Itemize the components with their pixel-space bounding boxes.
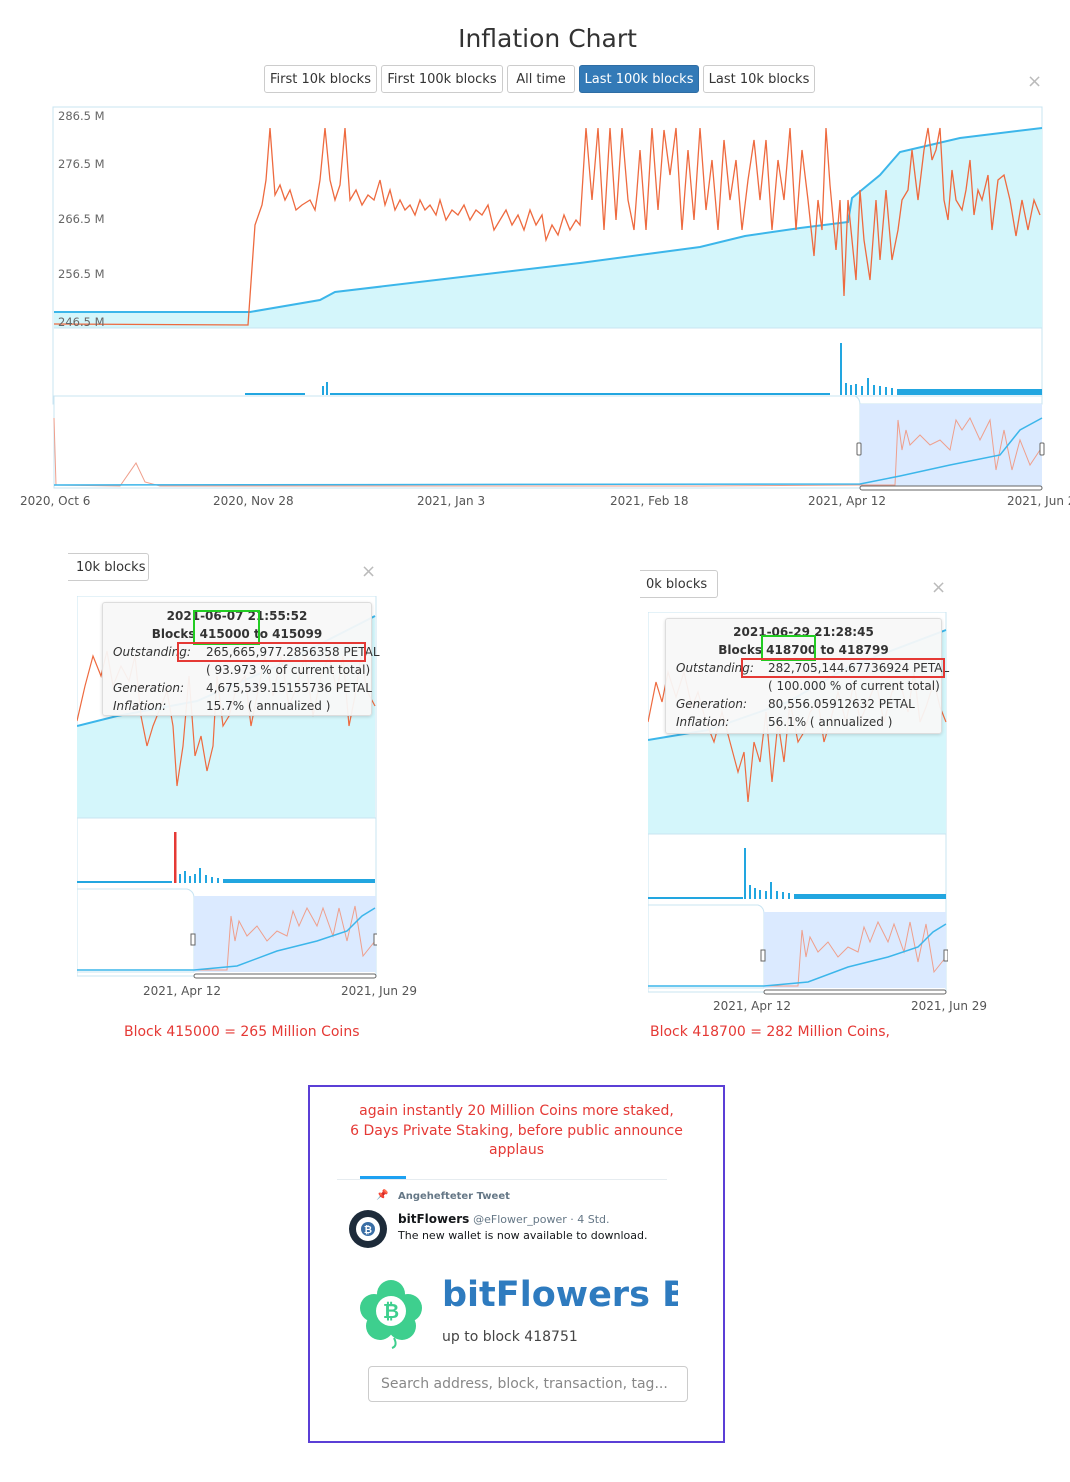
note-line: 6 Days Private Staking, before public an… — [350, 1123, 683, 1139]
bar — [873, 385, 875, 395]
y-tick: 276.5 M — [58, 157, 105, 171]
highlight-green-box — [761, 635, 816, 661]
y-tick: 286.5 M — [58, 109, 105, 123]
navigator-right-handle[interactable] — [1039, 442, 1045, 456]
navigator-scrollbar[interactable] — [763, 989, 947, 995]
highlight-red-box — [177, 642, 366, 662]
tab-indicator — [360, 1176, 406, 1179]
caption-left: Block 415000 = 265 Million Coins — [124, 1024, 360, 1040]
caption-right: Block 418700 = 282 Million Coins, — [650, 1024, 890, 1040]
note-line: applaus — [489, 1142, 544, 1158]
navigator-right-handle[interactable] — [943, 949, 948, 962]
x-tick: 2020, Oct 6 — [20, 494, 91, 508]
pin-icon: 📌 — [376, 1190, 389, 1201]
tooltip-inflation-label: Inflation: — [113, 699, 167, 713]
snapshot-left-button[interactable]: 10k blocks — [68, 553, 149, 581]
bar — [885, 387, 887, 395]
navigator-left-handle[interactable] — [856, 442, 862, 456]
first-100k-button[interactable]: First 100k blocks — [381, 65, 503, 93]
tooltip-inflation-value: 15.7% ( annualized ) — [206, 699, 331, 713]
x-tick: 2021, Jan 3 — [417, 494, 486, 508]
tooltip-blocks: Blocks 418700 to 418799 — [718, 643, 889, 657]
bar-baseline-2 — [330, 393, 830, 395]
navigator-left-handle[interactable] — [760, 949, 766, 962]
tweet-text: The new wallet is now available to downl… — [398, 1229, 648, 1242]
x-tick: 2021, Apr 12 — [143, 984, 222, 998]
svg-text:₿: ₿ — [383, 1299, 399, 1323]
tooltip-outstanding-label: Outstanding: — [113, 645, 191, 659]
x-tick: 2021, Jun 29 — [341, 984, 418, 998]
bar — [879, 386, 881, 395]
y-tick: 256.5 M — [58, 267, 105, 281]
supply-line — [54, 127, 1043, 313]
navigator-right-handle[interactable] — [373, 933, 377, 946]
close-icon[interactable]: × — [1027, 71, 1043, 92]
x-tick: 2021, Feb 18 — [610, 494, 689, 508]
bar — [326, 382, 328, 395]
tooltip-inflation-label: Inflation: — [676, 715, 730, 729]
tooltip-generation-value: 80,556.05912632 PETAL — [768, 697, 915, 711]
y-tick: 266.5 M — [58, 212, 105, 226]
brand-subtitle: up to block 418751 — [442, 1329, 578, 1345]
close-icon[interactable]: × — [931, 577, 947, 598]
main-chart-svg — [52, 106, 1045, 491]
navigator-scrollbar[interactable] — [859, 485, 1043, 491]
tooltip-generation-label: Generation: — [113, 681, 184, 695]
generation-bars — [245, 343, 1042, 395]
first-10k-button[interactable]: First 10k blocks — [264, 65, 377, 93]
bar-baseline-1 — [245, 393, 305, 395]
supply-area — [54, 128, 1042, 328]
bar — [867, 378, 869, 395]
highlight-red-box — [741, 658, 945, 678]
svg-text:₿: ₿ — [364, 1224, 372, 1236]
announcement-panel: again instantly 20 Million Coins more st… — [308, 1085, 725, 1443]
x-tick: 2021, Jun 29 — [911, 999, 988, 1013]
bar — [845, 383, 847, 395]
bar-spike — [840, 343, 842, 395]
tweet-name[interactable]: bitFlowers — [398, 1212, 470, 1226]
tooltip-pct: ( 93.973 % of current total) — [206, 663, 371, 677]
bar — [850, 385, 852, 395]
x-tick: 2020, Nov 28 — [213, 494, 294, 508]
chart-title: Inflation Chart — [458, 24, 637, 53]
tooltip-generation-label: Generation: — [676, 697, 747, 711]
tooltip-outstanding-value: 282,705,144.67736924 PETAL — [768, 661, 950, 675]
x-tick: 2021, Jun 2 — [1007, 494, 1070, 508]
inflation-line — [53, 127, 1041, 326]
note-line: again instantly 20 Million Coins more st… — [359, 1103, 674, 1119]
bar-highlight — [174, 832, 177, 883]
navigator-scrollbar[interactable] — [193, 973, 377, 979]
navigator[interactable] — [53, 395, 1045, 491]
last-100k-button[interactable]: Last 100k blocks — [579, 65, 699, 93]
flower-logo-icon: ₿ — [360, 1280, 422, 1349]
last-10k-button[interactable]: Last 10k blocks — [703, 65, 815, 93]
navigator-left-handle[interactable] — [190, 933, 196, 946]
y-tick: 246.5 M — [58, 315, 105, 329]
bar — [855, 384, 857, 395]
tweet-avatar[interactable]: ₿ — [348, 1209, 388, 1249]
all-time-button[interactable]: All time — [507, 65, 575, 93]
bar — [861, 386, 863, 395]
x-tick: 2021, Apr 12 — [808, 494, 887, 508]
close-icon[interactable]: × — [361, 561, 377, 582]
tooltip-outstanding-label: Outstanding: — [676, 661, 754, 675]
x-tick: 2021, Apr 12 — [713, 999, 792, 1013]
brand-title: bitFlowers Bl — [442, 1275, 678, 1315]
tweet-handle: @eFlower_power · 4 Std. — [473, 1213, 610, 1226]
tooltip-inflation-value: 56.1% ( annualized ) — [768, 715, 893, 729]
snapshot-right-button[interactable]: 0k blocks — [640, 570, 718, 598]
tooltip-datetime: 2021-06-07 21:55:52 — [166, 609, 308, 623]
snapshot-left-tooltip: 2021-06-07 21:55:52 Blocks 415000 to 415… — [102, 602, 380, 716]
tooltip-pct: ( 100.000 % of current total) — [768, 679, 940, 693]
pinned-label: Angehefteter Tweet — [398, 1191, 510, 1202]
tooltip-outstanding-value: 265,665,977.2856358 PETAL — [206, 645, 380, 659]
highlight-green-box — [193, 610, 260, 645]
bar-tail — [897, 389, 1042, 395]
bar — [891, 388, 893, 395]
tooltip-generation-value: 4,675,539.15155736 PETAL — [206, 681, 372, 695]
search-input[interactable]: Search address, block, transaction, tag.… — [368, 1366, 688, 1402]
bar — [322, 386, 324, 395]
